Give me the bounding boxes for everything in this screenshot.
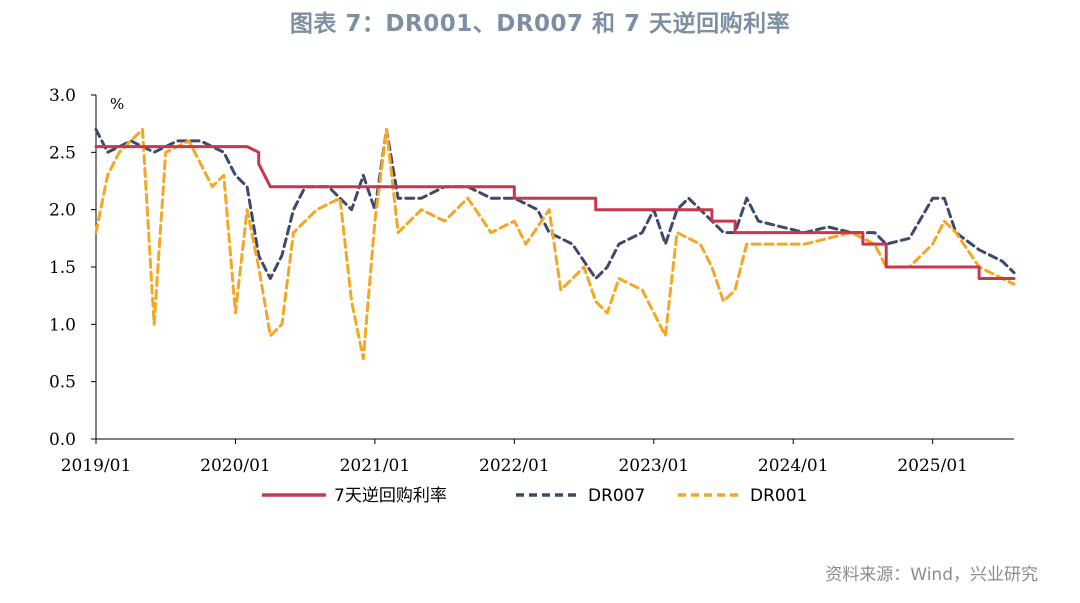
legend: 7天逆回购利率 DR007 DR001 [262, 486, 807, 506]
x-tick-label: 2023/01 [618, 456, 689, 476]
legend-label: DR001 [750, 486, 807, 506]
legend-label: 7天逆回购利率 [334, 486, 447, 506]
y-tick-label: 2.5 [49, 143, 76, 163]
y-axis-unit: % [110, 95, 124, 113]
series-line-reverse-repo [94, 145, 1016, 280]
y-tick-label: 1.5 [49, 258, 76, 278]
y-tick-label: 2.0 [49, 201, 76, 221]
x-tick-label: 2024/01 [758, 456, 829, 476]
x-tick-label: 2019/01 [61, 456, 132, 476]
y-tick-label: 1.0 [49, 315, 76, 335]
y-tick-label: 3.0 [49, 86, 76, 106]
y-tick-label: 0.0 [49, 430, 76, 450]
x-tick-label: 2020/01 [200, 456, 271, 476]
axes: 0.0 0.5 1.0 1.5 2.0 2.5 3.0 % 2019/01 2020/01 2021… [49, 86, 1014, 476]
x-tick-label: 2025/01 [897, 456, 968, 476]
chart-title: 图表 7：DR001、DR007 和 7 天逆回购利率 [289, 11, 791, 37]
x-tick-label: 2021/01 [340, 456, 411, 476]
series-line-dr001 [94, 127, 1016, 361]
x-tick-label: 2022/01 [479, 456, 550, 476]
source-note: 资料来源：Wind，兴业研究 [825, 565, 1038, 585]
legend-label: DR007 [588, 486, 645, 506]
plot-area [94, 127, 1016, 361]
y-tick-label: 0.5 [49, 373, 76, 393]
